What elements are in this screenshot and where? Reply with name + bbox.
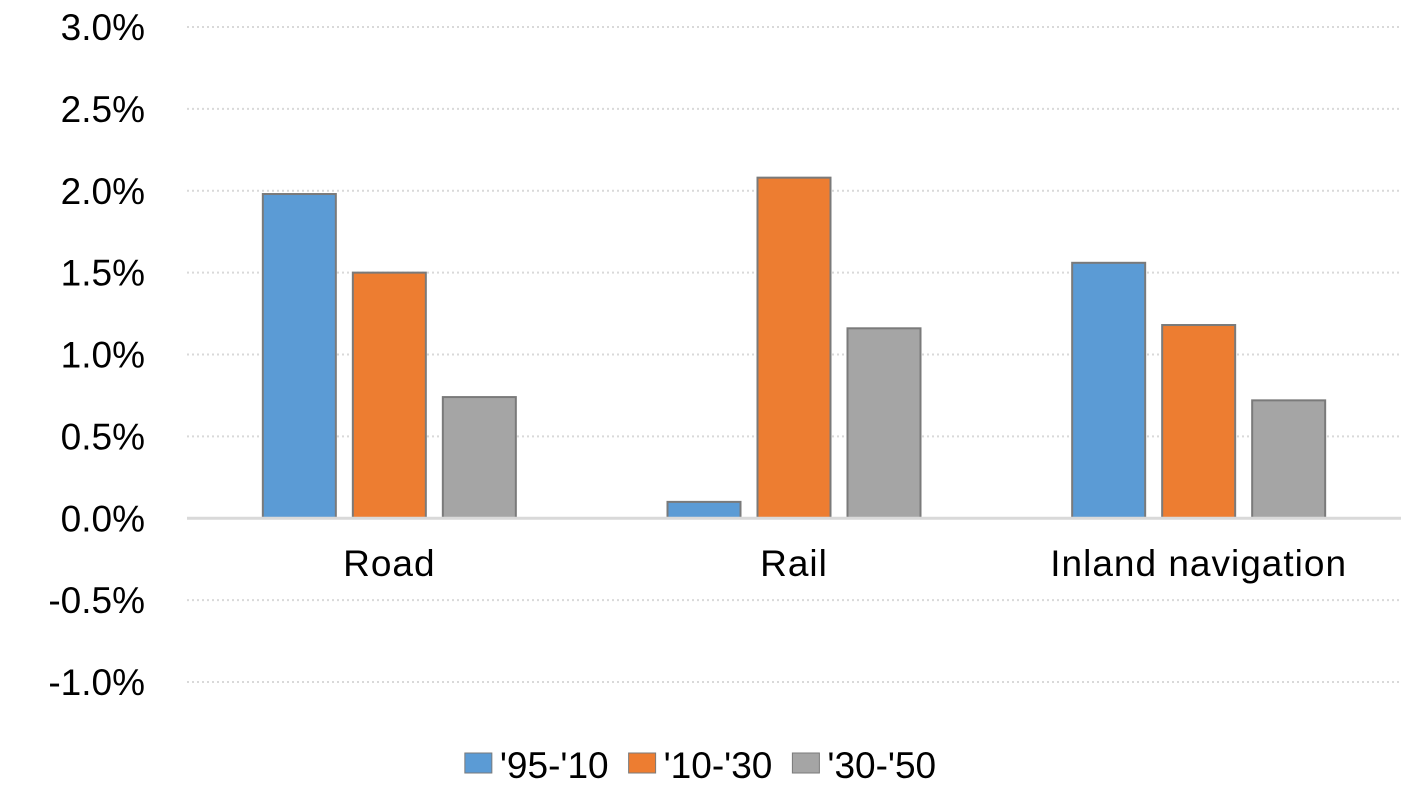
legend-swatch	[791, 752, 820, 774]
bar	[351, 271, 427, 520]
y-tick-label: 1.0%	[61, 335, 145, 376]
x-category-label: Inland navigation	[1050, 543, 1347, 584]
legend: '95-'10 '10-'30 '30-'50	[464, 745, 936, 786]
bar	[1251, 399, 1327, 520]
y-tick-label: 3.0%	[61, 7, 145, 48]
legend-swatch	[628, 752, 657, 774]
y-tick-label: 1.5%	[61, 253, 145, 294]
y-tick-label: 0.5%	[61, 416, 145, 457]
x-axis-categories: Road Rail Inland navigation	[343, 543, 1347, 584]
y-tick-label: 2.5%	[61, 89, 145, 130]
x-category-label: Road	[343, 543, 435, 584]
y-tick-label: -1.0%	[48, 662, 145, 703]
bar	[756, 176, 832, 520]
y-tick-label: 0.0%	[61, 498, 145, 539]
legend-label: '10-'30	[664, 745, 773, 786]
y-tick-label: -0.5%	[48, 580, 145, 621]
legend-swatch	[464, 752, 493, 774]
bar	[441, 396, 517, 520]
bar	[1071, 261, 1147, 520]
legend-label: '95-'10	[500, 745, 609, 786]
bar	[846, 327, 922, 520]
y-axis-ticks: -1.0% -0.5% 0.0% 0.5% 1.0% 1.5% 2.0% 2.5% 3.0%	[48, 7, 145, 703]
bar	[666, 500, 742, 520]
bars	[261, 176, 1327, 520]
bar	[1161, 324, 1237, 520]
legend-label: '30-'50	[827, 745, 936, 786]
y-tick-label: 2.0%	[61, 171, 145, 212]
x-category-label: Rail	[760, 543, 828, 584]
bar	[261, 193, 337, 520]
